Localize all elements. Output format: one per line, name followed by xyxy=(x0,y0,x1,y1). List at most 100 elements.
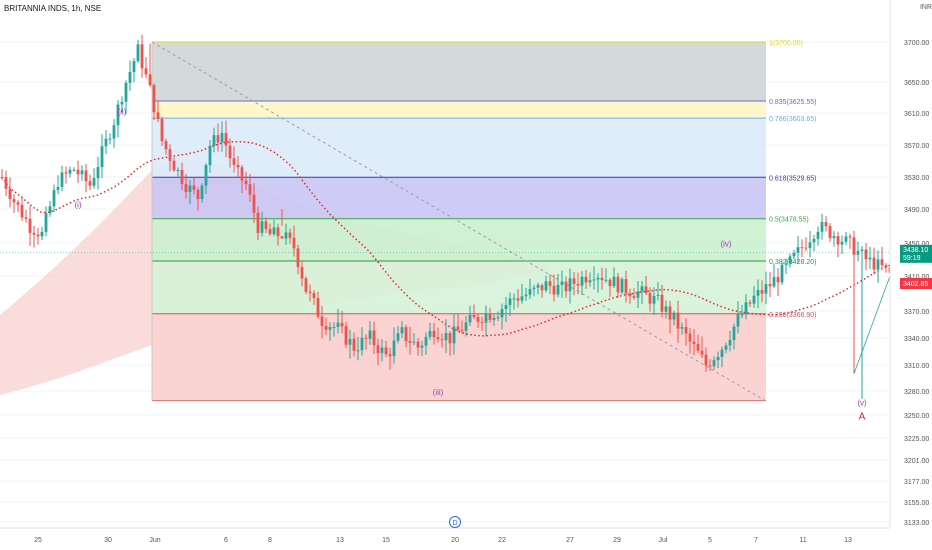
candle-body xyxy=(224,133,228,146)
candle-body xyxy=(684,327,688,334)
candle-body xyxy=(636,291,640,298)
candle-body xyxy=(124,82,128,102)
candle-body xyxy=(876,259,880,270)
x-tick-label: 6 xyxy=(224,537,228,544)
candle-body xyxy=(452,326,456,344)
candle-body xyxy=(368,330,372,339)
candle-body xyxy=(852,237,856,255)
x-tick-label: 27 xyxy=(566,537,574,544)
candle-body xyxy=(764,284,768,294)
candle-body xyxy=(8,188,12,200)
candle-body xyxy=(840,241,844,245)
candle-body xyxy=(392,340,396,357)
candle-body xyxy=(288,232,292,238)
candle-body xyxy=(316,298,320,317)
candle-body xyxy=(588,280,592,283)
candle-body xyxy=(140,44,144,69)
candle-body xyxy=(412,341,416,343)
y-tick-label: 3155.00 xyxy=(904,500,929,507)
candle-body xyxy=(372,330,376,346)
candle-body xyxy=(772,277,776,287)
y-tick-label: 3280.00 xyxy=(904,389,929,396)
candle-body xyxy=(332,326,336,328)
candle-body xyxy=(324,326,328,330)
last-price-value: 3438.10 xyxy=(903,247,928,254)
candle-body xyxy=(740,314,744,316)
event-marker-icon xyxy=(449,516,461,528)
fib-zone xyxy=(152,260,766,314)
y-tick-label: 3225.00 xyxy=(904,436,929,443)
candle-body xyxy=(704,354,708,366)
candle-body xyxy=(104,138,108,147)
candle-body xyxy=(556,284,560,295)
candle-body xyxy=(340,322,344,327)
candle-body xyxy=(328,327,332,330)
candle-body xyxy=(280,236,284,239)
candle-body xyxy=(160,118,164,142)
y-tick-label: 3133.00 xyxy=(904,520,929,527)
candle-body xyxy=(40,231,44,237)
candle-body xyxy=(208,145,212,166)
candle-body xyxy=(132,61,136,72)
candle-body xyxy=(184,183,188,193)
candle-body xyxy=(404,327,408,342)
prev-close-box xyxy=(900,278,932,289)
x-tick-label: 29 xyxy=(613,537,621,544)
symbol-title: BRITANNIA INDS, 1h, NSE xyxy=(4,4,102,13)
candle-body xyxy=(612,276,616,287)
candle-body xyxy=(352,338,356,351)
candle-body xyxy=(188,185,192,193)
y-tick-label: 3450.00 xyxy=(904,241,929,248)
candle-body xyxy=(292,237,296,249)
candle-body xyxy=(868,257,872,260)
candle-body xyxy=(800,247,804,249)
candle-body xyxy=(552,285,556,295)
last-price-box xyxy=(900,244,932,263)
candle-body xyxy=(760,290,764,294)
y-tick-label: 3530.00 xyxy=(904,175,929,182)
candle-body xyxy=(428,330,432,337)
candle-body xyxy=(828,226,832,239)
candle-body xyxy=(712,360,716,367)
candle-body xyxy=(812,238,816,243)
candle-body xyxy=(336,322,340,327)
candle-body xyxy=(880,259,884,266)
candle-body xyxy=(476,317,480,322)
candle-body xyxy=(36,234,40,237)
candle-body xyxy=(4,177,8,189)
candle-body xyxy=(44,213,48,232)
x-tick-label: 13 xyxy=(336,537,344,544)
candle-body xyxy=(664,306,668,312)
candle-body xyxy=(92,178,96,186)
candle-body xyxy=(172,160,176,171)
fib-zone xyxy=(152,42,766,101)
candle-body xyxy=(420,345,424,348)
candle-body xyxy=(120,101,124,105)
candle-body xyxy=(468,314,472,323)
candle-body xyxy=(724,345,728,350)
candle-body xyxy=(228,145,232,159)
candle-body xyxy=(16,202,20,205)
fib-label: 0.5(3478.55) xyxy=(769,217,809,224)
candle-body xyxy=(592,279,596,281)
candle-body xyxy=(388,354,392,357)
candle-body xyxy=(108,138,112,140)
candle-body xyxy=(696,344,700,351)
candle-body xyxy=(440,339,444,341)
y-tick-label: 3410.00 xyxy=(904,274,929,281)
candle-body xyxy=(660,294,664,312)
candle-body xyxy=(672,312,676,320)
candle-body xyxy=(524,294,528,297)
wave-label: (v) xyxy=(857,398,867,407)
candle-body xyxy=(216,135,220,143)
candle-body xyxy=(472,314,476,318)
prev-close-value: 3402.85 xyxy=(903,281,928,288)
candle-body xyxy=(364,337,368,339)
candle-body xyxy=(240,167,244,181)
candle-body xyxy=(700,350,704,355)
x-tick-label: 15 xyxy=(382,537,390,544)
candle-body xyxy=(788,256,792,264)
candle-body xyxy=(456,326,460,331)
